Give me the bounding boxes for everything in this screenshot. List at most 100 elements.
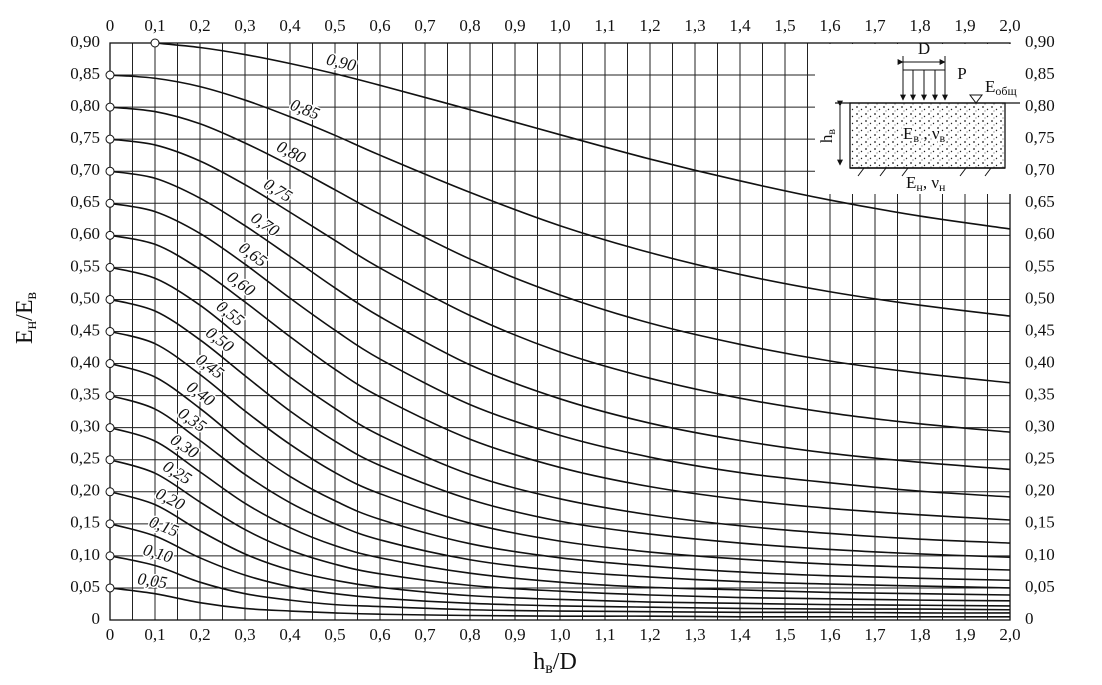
x-tick-label: 0,7	[414, 625, 436, 644]
y-tick-label: 0,20	[70, 481, 100, 500]
x-tick-label: 1,3	[684, 625, 705, 644]
x-tick-label: 1,2	[639, 16, 660, 35]
x-tick-label: 0,7	[414, 16, 436, 35]
inset-label: P	[957, 64, 966, 83]
x-tick-label: 0,4	[279, 16, 301, 35]
x-tick-label: 0,3	[234, 625, 255, 644]
y-tick-label: 0,80	[1025, 96, 1055, 115]
inset-label: н	[939, 180, 946, 194]
x-tick-label: 1,1	[594, 16, 615, 35]
start-marker	[105, 294, 115, 304]
start-marker	[105, 262, 115, 272]
y-tick-label: 0,25	[1025, 449, 1055, 468]
x-tick-label: 2,0	[999, 16, 1020, 35]
inset-label: в	[913, 131, 919, 145]
y-tick-label: 0,35	[1025, 385, 1055, 404]
start-marker	[105, 519, 115, 529]
y-tick-label: 0,60	[70, 224, 100, 243]
y-tick-label: 0,60	[1025, 224, 1055, 243]
curve	[109, 298, 1011, 558]
x-tick-label: 0,6	[369, 625, 390, 644]
y-tick-label: 0,65	[1025, 192, 1055, 211]
inset-label: E	[985, 77, 995, 96]
x-tick-label: 2,0	[999, 625, 1020, 644]
x-tick-label: 1,5	[774, 16, 795, 35]
x-tick-label: 1,7	[864, 625, 886, 644]
curve-label-group: 0,25	[158, 455, 196, 490]
x-tick-label: 1,2	[639, 625, 660, 644]
x-tick-label: 0,1	[144, 16, 165, 35]
y-tick-label: 0,90	[1025, 32, 1055, 51]
x-tick-label: 1,8	[909, 16, 930, 35]
y-axis-title: н	[23, 320, 40, 329]
x-tick-label: 0,5	[324, 16, 345, 35]
curve	[109, 106, 1011, 384]
y-tick-label: 0,40	[70, 352, 100, 371]
y-tick-label: 0,50	[1025, 288, 1055, 307]
start-marker	[105, 391, 115, 401]
y-tick-label: 0,90	[70, 32, 100, 51]
curve-label-group: 0,60	[222, 266, 261, 302]
start-marker	[105, 551, 115, 561]
curve	[109, 587, 1010, 618]
inset-label: н	[916, 180, 923, 194]
x-tick-label: 1,5	[774, 625, 795, 644]
y-tick-label: 0	[1025, 609, 1034, 628]
hatch	[857, 167, 992, 177]
curve	[109, 394, 1011, 589]
y-tick-label: 0,65	[70, 192, 100, 211]
inset-label: Eобщ	[985, 77, 1017, 98]
inset-label: в	[940, 131, 946, 145]
y-tick-label: 0,70	[70, 160, 100, 179]
y-tick-label: 0,20	[1025, 481, 1055, 500]
y-tick-label: 0,30	[70, 417, 100, 436]
x-axis-title: hв/D	[533, 649, 577, 677]
y-tick-label: 0,10	[1025, 545, 1055, 564]
curve	[109, 202, 1011, 498]
y-tick-label: 0,35	[70, 385, 100, 404]
inset-label: в	[824, 129, 838, 135]
y-axis-title: E	[12, 329, 38, 344]
start-marker	[105, 583, 115, 593]
curve	[109, 330, 1011, 571]
x-tick-label: 1,0	[549, 625, 570, 644]
x-tick-label: 1,4	[729, 625, 751, 644]
x-tick-label: 0,4	[279, 625, 301, 644]
y-tick-label: 0,15	[1025, 513, 1055, 532]
curve-label: 0,80	[274, 137, 310, 168]
curve	[109, 74, 1011, 317]
start-marker	[105, 487, 115, 497]
curve	[109, 266, 1011, 544]
x-tick-label: 0,3	[234, 16, 255, 35]
curve	[109, 234, 1011, 521]
y-tick-label: 0,85	[70, 64, 100, 83]
y-tick-label: 0,55	[1025, 256, 1055, 275]
inset-label: Eв , νв	[903, 124, 946, 145]
inset-label: , ν	[919, 124, 940, 143]
x-tick-label: 0,2	[189, 625, 210, 644]
y-tick-label: 0	[92, 609, 101, 628]
curve	[109, 523, 1011, 611]
x-tick-label: 1,1	[594, 625, 615, 644]
y-axis-title: Eн/Eв	[12, 292, 40, 345]
x-tick-label: 1,9	[954, 16, 975, 35]
x-tick-label: 0,6	[369, 16, 390, 35]
upper-layer-block	[849, 102, 1006, 169]
inset-label: , ν	[923, 173, 940, 192]
x-tick-label: 1,6	[819, 625, 840, 644]
y-tick-label: 0,45	[70, 320, 100, 339]
y-tick-label: 0,70	[1025, 160, 1055, 179]
x-tick-label: 0	[106, 625, 115, 644]
start-marker	[105, 423, 115, 433]
inset-label: hв	[817, 129, 838, 144]
curve-label: 0,60	[224, 267, 260, 300]
inset-diagram: D P Eобщ hв Eв , νв Eн, νн	[815, 39, 1023, 194]
x-axis-title: в	[545, 660, 553, 677]
curve-label: 0,65	[235, 238, 270, 271]
curve-label: 0,20	[153, 484, 189, 515]
y-tick-label: 0,05	[1025, 577, 1055, 596]
curve-label-group: 0,05	[135, 568, 170, 594]
x-tick-label: 0	[106, 16, 115, 35]
curve	[109, 458, 1011, 602]
